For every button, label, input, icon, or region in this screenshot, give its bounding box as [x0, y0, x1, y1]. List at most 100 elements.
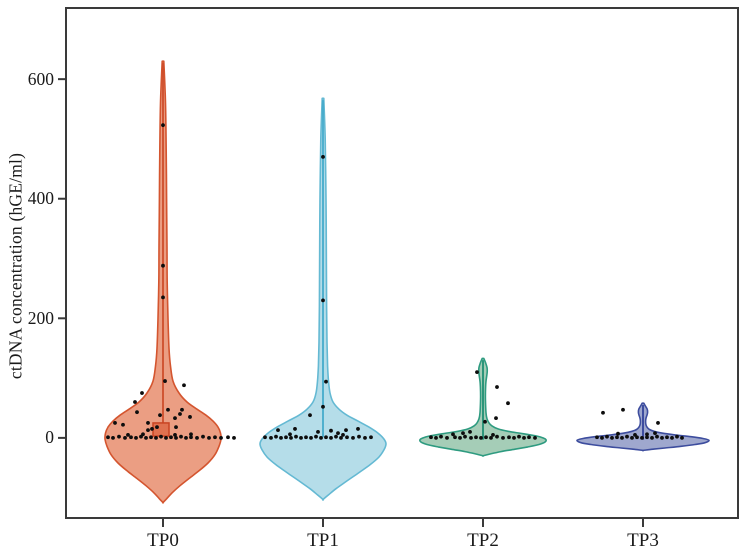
data-point — [605, 434, 609, 439]
data-point — [179, 434, 183, 439]
data-point — [169, 435, 173, 440]
data-point — [458, 435, 462, 440]
data-point — [321, 298, 325, 303]
data-point — [276, 428, 280, 433]
y-tick-label: 200 — [27, 307, 54, 328]
iqr-box-tp0 — [152, 422, 170, 437]
data-point — [439, 434, 443, 439]
data-point — [279, 435, 283, 440]
x-tick-label-tp0: TP0 — [147, 530, 179, 551]
data-point — [484, 435, 488, 440]
data-point — [201, 434, 205, 439]
data-point — [299, 435, 303, 440]
data-point — [274, 434, 278, 439]
data-point — [324, 379, 328, 384]
data-point — [126, 432, 130, 437]
data-point — [178, 412, 182, 416]
data-point — [319, 435, 323, 440]
data-point — [527, 435, 531, 440]
data-point — [213, 435, 217, 440]
data-point — [451, 432, 455, 437]
data-point — [219, 435, 223, 440]
data-point — [121, 422, 125, 427]
data-point — [630, 435, 634, 440]
data-point — [595, 435, 599, 440]
data-point — [134, 435, 138, 440]
data-point — [180, 407, 184, 412]
y-axis-title: ctDNA concentration (hGE/ml) — [5, 152, 26, 380]
data-point — [140, 391, 144, 395]
data-point — [111, 435, 115, 440]
data-point — [289, 435, 293, 440]
data-point — [113, 421, 117, 425]
data-point — [321, 154, 325, 159]
data-point — [495, 434, 499, 439]
data-point — [154, 435, 158, 440]
data-point — [173, 416, 177, 421]
data-point — [161, 263, 165, 268]
data-point — [665, 435, 669, 440]
data-point — [533, 435, 537, 440]
data-point — [522, 435, 526, 440]
data-point — [129, 435, 133, 440]
data-point — [615, 435, 619, 440]
data-point — [308, 413, 312, 418]
data-point — [610, 435, 614, 440]
data-point — [363, 435, 367, 440]
data-point — [189, 432, 193, 437]
data-point — [106, 435, 110, 440]
data-point — [316, 430, 320, 434]
data-point — [675, 434, 679, 439]
x-tick-label-tp1: TP1 — [307, 530, 339, 551]
data-point — [195, 435, 199, 440]
data-point — [474, 435, 478, 440]
data-point — [158, 413, 162, 418]
data-point — [166, 407, 170, 412]
data-point — [621, 407, 625, 412]
data-point — [640, 435, 644, 440]
data-point — [512, 435, 516, 440]
data-point — [491, 432, 495, 437]
data-point — [329, 435, 333, 440]
data-point — [495, 385, 499, 389]
data-point — [182, 383, 186, 388]
data-point — [155, 425, 159, 430]
data-point — [189, 435, 193, 440]
data-point — [293, 427, 297, 431]
data-point — [656, 421, 660, 425]
data-point — [601, 410, 605, 415]
data-point — [304, 435, 308, 440]
data-point — [314, 434, 318, 439]
data-point — [653, 431, 657, 435]
data-point — [475, 370, 479, 375]
data-point — [163, 379, 167, 383]
data-point — [461, 431, 465, 435]
data-point — [489, 435, 493, 440]
data-point — [670, 435, 674, 440]
data-point — [336, 431, 340, 435]
data-point — [434, 435, 438, 440]
data-point — [269, 435, 273, 440]
y-tick-label: 400 — [27, 188, 54, 209]
data-point — [501, 435, 505, 440]
data-point — [184, 435, 188, 440]
data-point — [507, 435, 511, 440]
data-point — [309, 435, 313, 440]
data-point — [600, 435, 604, 440]
data-point — [453, 435, 457, 440]
data-point — [357, 434, 361, 439]
data-point — [339, 435, 343, 440]
data-point — [226, 435, 230, 440]
data-point — [468, 430, 472, 434]
data-point — [294, 434, 298, 439]
data-point — [139, 434, 143, 439]
data-point — [161, 295, 165, 300]
data-point — [144, 435, 148, 440]
data-point — [288, 432, 292, 437]
data-point — [356, 427, 360, 431]
data-point — [625, 434, 629, 439]
data-point — [329, 428, 333, 433]
data-point — [463, 434, 467, 439]
